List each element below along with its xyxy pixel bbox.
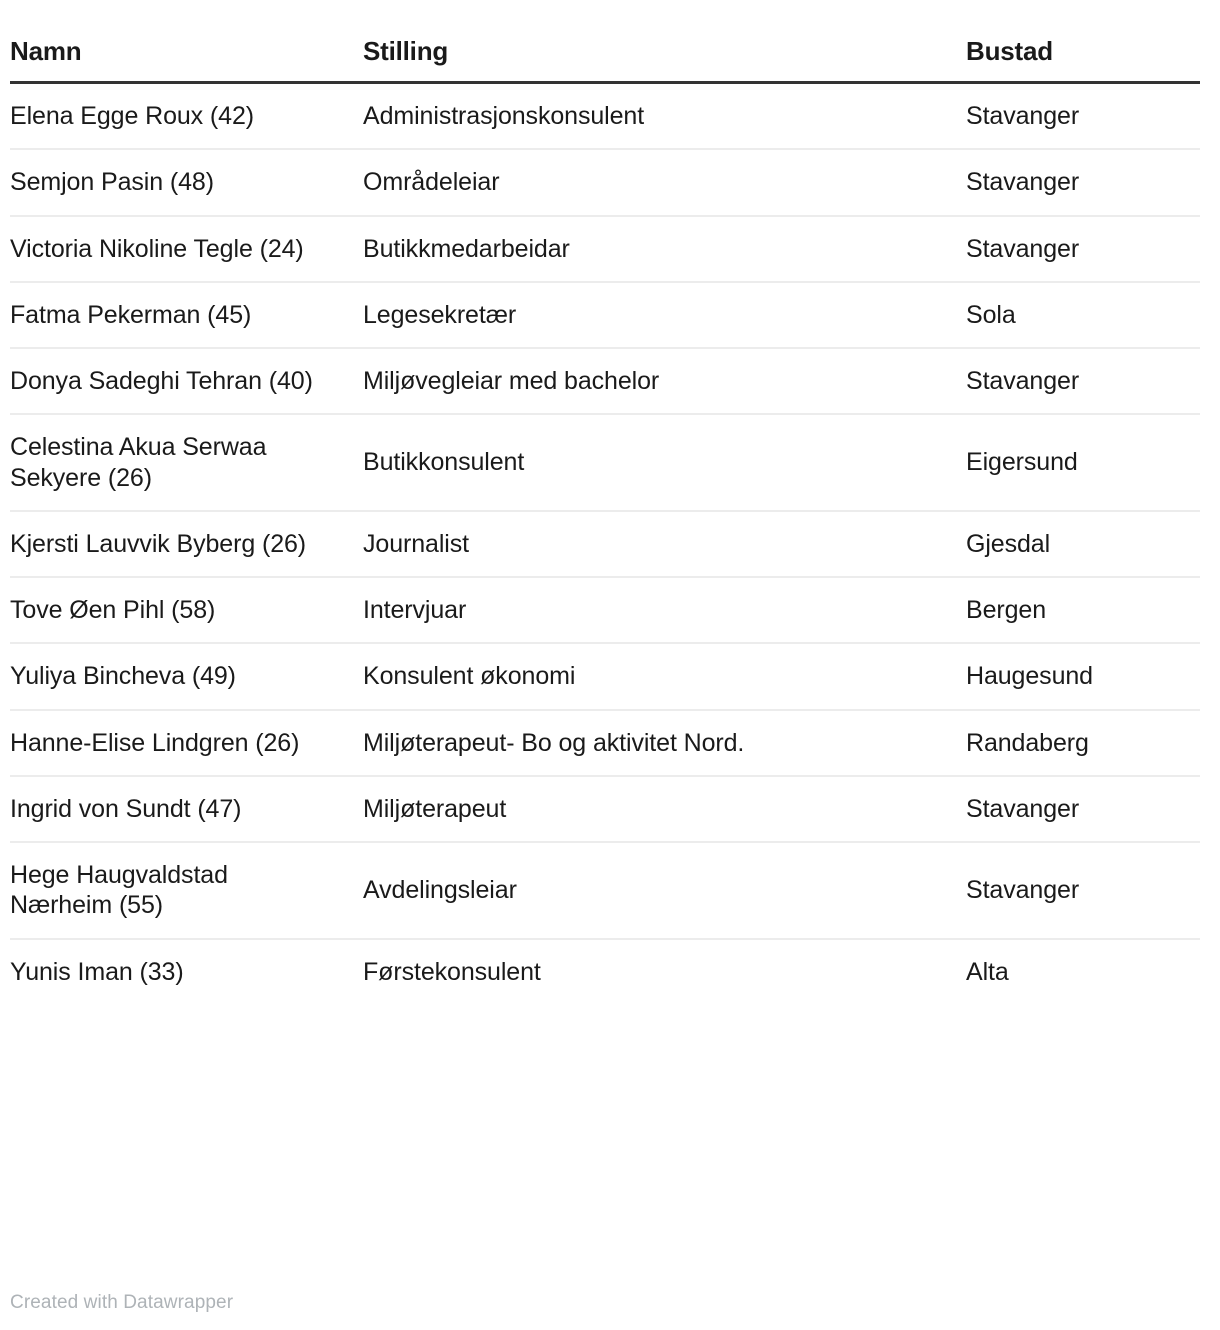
table-cell-bustad: Stavanger — [966, 348, 1200, 416]
table-row: Victoria Nikoline Tegle (24) Butikkmedarb… — [10, 215, 1200, 283]
table-row: Elena Egge Roux (42) Administrasjonskonsu… — [10, 82, 1200, 151]
column-header-namn[interactable]: Namn — [10, 0, 363, 84]
table-row: Yunis Iman (33) Førstekonsulent Alta — [10, 939, 1200, 1004]
table-body: Elena Egge Roux (42) Administrasjonskonsu… — [10, 82, 1200, 1004]
table-header: Namn Stilling Bustad — [10, 0, 1200, 84]
table-cell-namn: Victoria Nikoline Tegle (24) — [10, 215, 363, 283]
table-cell-stilling: Journalist — [363, 510, 966, 579]
table-cell-bustad: Stavanger — [966, 775, 1200, 844]
table-cell-bustad: Randaberg — [966, 709, 1200, 777]
table-row: Donya Sadeghi Tehran (40) Miljøvegleiar m… — [10, 348, 1200, 416]
table-cell-namn: Ingrid von Sundt (47) — [10, 775, 363, 844]
table-row: Hege Haugvaldstad Nærheim (55) Avdelingsl… — [10, 842, 1200, 940]
table-cell-stilling: Legesekretær — [363, 281, 966, 350]
table-cell-stilling: Intervjuar — [363, 577, 966, 645]
table-cell-namn: Kjersti Lauvvik Byberg (26) — [10, 510, 363, 579]
table-row: Hanne-Elise Lindgren (26) Miljøterapeut- … — [10, 709, 1200, 777]
table-cell-namn: Hanne-Elise Lindgren (26) — [10, 709, 363, 777]
table-cell-bustad: Gjesdal — [966, 510, 1200, 579]
table-cell-namn: Tove Øen Pihl (58) — [10, 577, 363, 645]
datawrapper-credit[interactable]: Created with Datawrapper — [10, 1292, 234, 1313]
table-cell-namn: Donya Sadeghi Tehran (40) — [10, 348, 363, 416]
table-cell-stilling: Butikkmedarbeidar — [363, 215, 966, 283]
table-cell-bustad: Stavanger — [966, 82, 1200, 151]
table-cell-bustad: Haugesund — [966, 643, 1200, 711]
table-cell-namn: Elena Egge Roux (42) — [10, 82, 363, 151]
table-cell-bustad: Bergen — [966, 577, 1200, 645]
table-cell-bustad: Eigersund — [966, 414, 1200, 512]
column-header-bustad[interactable]: Bustad — [966, 0, 1200, 84]
data-table: Namn Stilling Bustad Elena Egge Roux (42… — [10, 0, 1200, 1004]
table-header-row: Namn Stilling Bustad — [10, 0, 1200, 84]
table-cell-namn: Celestina Akua Serwaa Sekyere (26) — [10, 414, 363, 512]
table-row: Yuliya Bincheva (49) Konsulent økonomi Hau… — [10, 643, 1200, 711]
column-header-stilling[interactable]: Stilling — [363, 0, 966, 84]
table-cell-stilling: Butikkonsulent — [363, 414, 966, 512]
table-cell-stilling: Konsulent økonomi — [363, 643, 966, 711]
table-cell-bustad: Stavanger — [966, 842, 1200, 940]
table-cell-stilling: Administrasjonskonsulent — [363, 82, 966, 151]
table-row: Semjon Pasin (48) Områdeleiar Stavanger — [10, 149, 1200, 217]
table-cell-bustad: Stavanger — [966, 149, 1200, 217]
table-row: Kjersti Lauvvik Byberg (26) Journalist Gje… — [10, 510, 1200, 579]
table-cell-bustad: Stavanger — [966, 215, 1200, 283]
table-row: Tove Øen Pihl (58) Intervjuar Bergen — [10, 577, 1200, 645]
table-cell-namn: Fatma Pekerman (45) — [10, 281, 363, 350]
table-row: Fatma Pekerman (45) Legesekretær Sola — [10, 281, 1200, 350]
table-cell-stilling: Miljøvegleiar med bachelor — [363, 348, 966, 416]
table-cell-stilling: Miljøterapeut- Bo og aktivitet Nord. — [363, 709, 966, 777]
table-cell-stilling: Avdelingsleiar — [363, 842, 966, 940]
table-cell-stilling: Områdeleiar — [363, 149, 966, 217]
table-cell-bustad: Sola — [966, 281, 1200, 350]
table-cell-namn: Hege Haugvaldstad Nærheim (55) — [10, 842, 363, 940]
table-row: Ingrid von Sundt (47) Miljøterapeut Stavan… — [10, 775, 1200, 844]
table-cell-stilling: Miljøterapeut — [363, 775, 966, 844]
table-cell-namn: Yuliya Bincheva (49) — [10, 643, 363, 711]
table-cell-bustad: Alta — [966, 957, 1009, 986]
table-cell-namn: Semjon Pasin (48) — [10, 149, 363, 217]
table-cell-stilling: Førstekonsulent — [363, 957, 541, 986]
table-cell-namn: Yunis Iman (33) — [10, 957, 184, 986]
table-row: Celestina Akua Serwaa Sekyere (26) Butikk… — [10, 414, 1200, 512]
